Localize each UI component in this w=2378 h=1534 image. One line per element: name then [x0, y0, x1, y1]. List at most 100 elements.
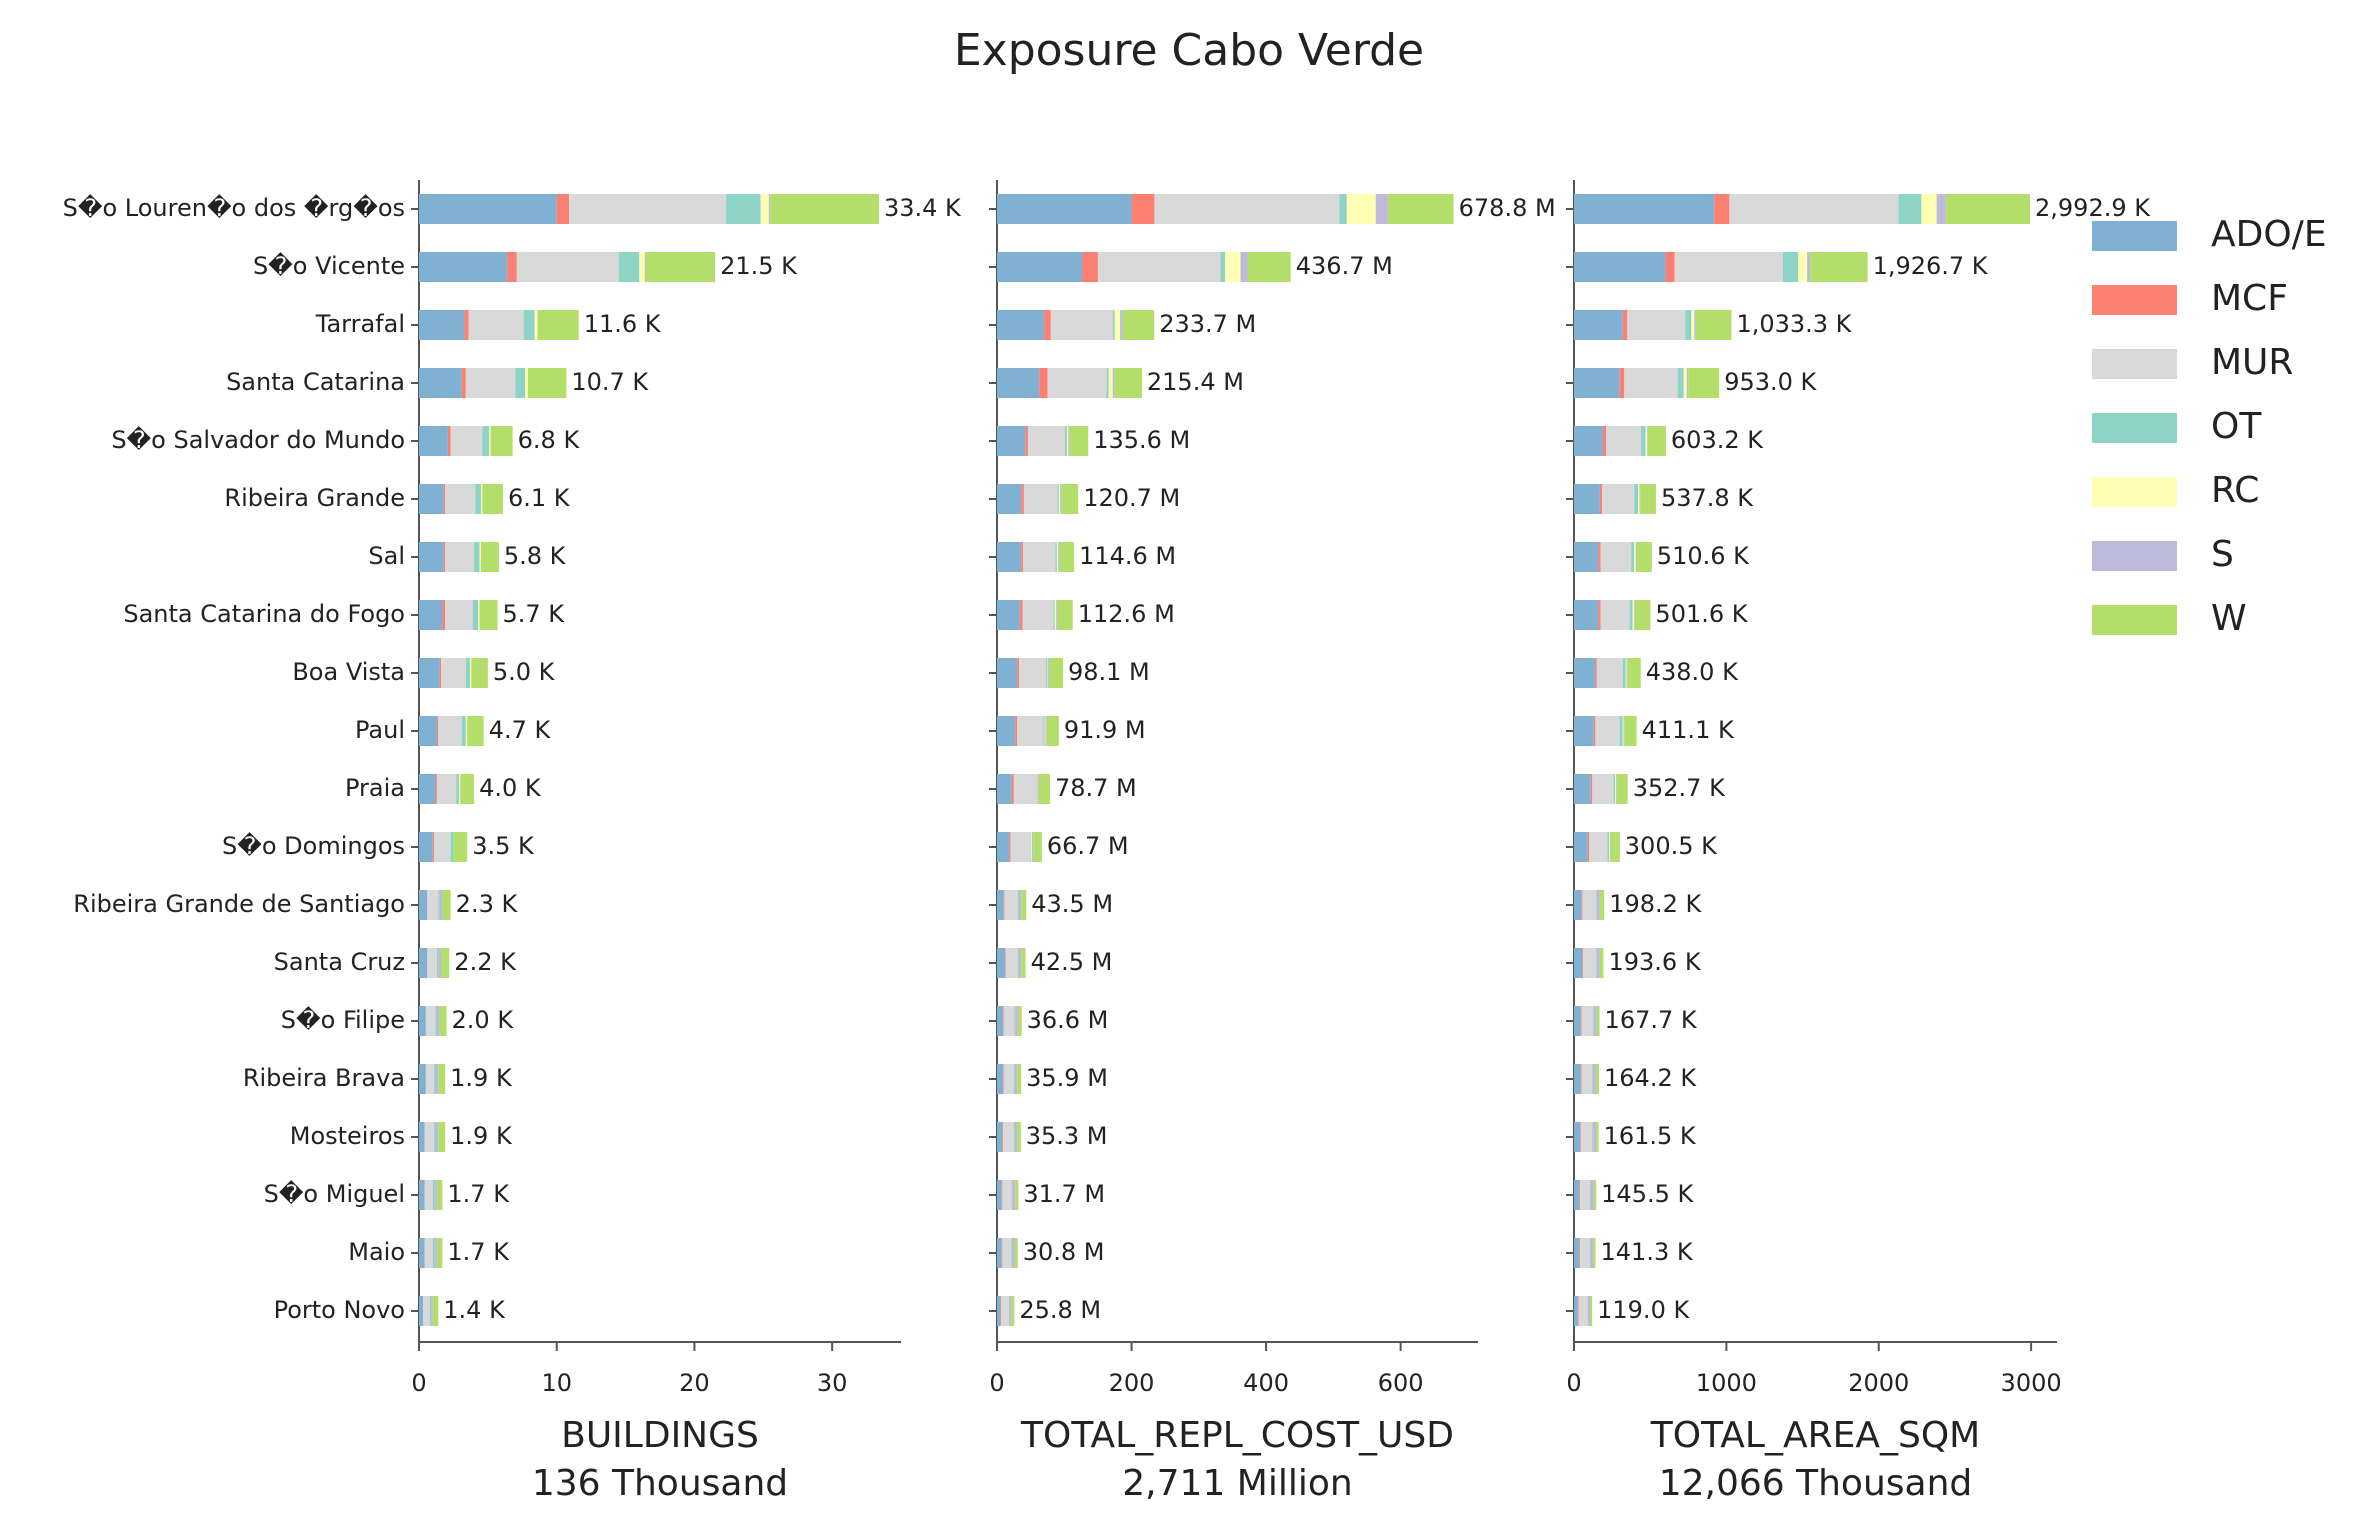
bar-segment: [1021, 890, 1027, 920]
bar-segment: [1635, 542, 1637, 572]
total-label: 66.7 M: [1047, 832, 1129, 860]
total-label: 114.6 M: [1079, 542, 1176, 570]
total-label: 6.8 K: [518, 426, 581, 454]
bar-segment: [1797, 252, 1808, 282]
x-tick-label: 2000: [1848, 1369, 1909, 1397]
bar-segment: [1021, 542, 1024, 572]
bar-segment: [997, 310, 1045, 340]
bar-segment: [419, 1296, 424, 1326]
bar-segment: [1017, 658, 1020, 688]
bar-segment: [1002, 1122, 1004, 1152]
bar-segment: [1058, 542, 1060, 572]
bar-segment: [1220, 252, 1226, 282]
bar-segment: [1639, 484, 1641, 514]
bar-segment: [445, 484, 476, 514]
total-label: 43.5 M: [1031, 890, 1113, 918]
bar-segment: [419, 1064, 426, 1094]
bar-segment: [1574, 484, 1600, 514]
total-label: 91.9 M: [1064, 716, 1146, 744]
bar-segment: [997, 1238, 1002, 1268]
legend-label: W: [2211, 598, 2247, 639]
bar-segment: [482, 484, 504, 514]
bar-segment: [1000, 1296, 1002, 1326]
bar-segment: [1346, 194, 1376, 224]
bar-segment: [1695, 310, 1732, 340]
x-axis-sublabel: 12,066 Thousand: [1659, 1463, 1973, 1504]
bar-segment: [1033, 832, 1042, 862]
bar-segment: [1593, 1122, 1597, 1152]
bar-segment: [489, 426, 491, 456]
bar-segment: [1011, 1180, 1013, 1210]
bar-segment: [467, 716, 484, 746]
bar-segment: [419, 1122, 425, 1152]
chart-title: Exposure Cabo Verde: [954, 25, 1424, 76]
bar-segment: [1810, 252, 1868, 282]
bar-segment: [447, 426, 451, 456]
total-label: 119.0 K: [1597, 1296, 1690, 1324]
bar-segment: [438, 1122, 446, 1152]
bar-segment: [1936, 194, 1946, 224]
category-label: Porto Novo: [274, 1296, 405, 1324]
bar-segment: [432, 1180, 435, 1210]
bar-segment: [1036, 774, 1038, 804]
bar-segment: [1014, 1064, 1018, 1094]
category-label: Ribeira Brava: [243, 1064, 405, 1092]
bar-segment: [1602, 426, 1606, 456]
bar-segment: [1640, 484, 1656, 514]
legend-swatch: [2092, 477, 2177, 507]
total-label: 678.8 M: [1459, 194, 1556, 222]
total-label: 4.0 K: [479, 774, 542, 802]
bar-segment: [1624, 716, 1637, 746]
bar-segment: [1598, 600, 1601, 630]
bar-segment: [1607, 832, 1610, 862]
total-label: 3.5 K: [472, 832, 535, 860]
bar-segment: [1632, 600, 1635, 630]
bar-segment: [1011, 1296, 1015, 1326]
bar-segment: [419, 194, 557, 224]
bar-segment: [1691, 310, 1695, 340]
bar-segment: [431, 1296, 433, 1326]
bar-segment: [1049, 658, 1063, 688]
total-label: 35.9 M: [1026, 1064, 1108, 1092]
bar-segment: [436, 1180, 443, 1210]
bar-segment: [1590, 1180, 1594, 1210]
bar-segment: [1574, 1296, 1578, 1326]
bar-segment: [537, 310, 579, 340]
x-tick-label: 600: [1378, 1369, 1424, 1397]
bar-segment: [1068, 426, 1070, 456]
total-label: 1.4 K: [443, 1296, 506, 1324]
bar-segment: [1629, 600, 1633, 630]
x-tick-label: 0: [411, 1369, 426, 1397]
total-label: 1.7 K: [447, 1238, 510, 1266]
category-label: S�o Louren�o dos �rg�os: [63, 194, 405, 222]
bar-segment: [1634, 484, 1638, 514]
bar-segment: [1574, 310, 1623, 340]
category-label: S�o Domingos: [222, 832, 405, 860]
bar-segment: [445, 542, 475, 572]
x-axis-label: TOTAL_REPL_COST_USD: [1020, 1415, 1454, 1456]
bar-segment: [1593, 716, 1596, 746]
bar-segment: [434, 1238, 437, 1268]
bar-segment: [1017, 1122, 1021, 1152]
bar-segment: [465, 658, 470, 688]
bar-segment: [1580, 1064, 1582, 1094]
category-label: S�o Salvador do Mundo: [111, 426, 405, 454]
x-tick-label: 0: [1566, 1369, 1581, 1397]
bar-segment: [645, 252, 716, 282]
bar-segment: [1061, 484, 1079, 514]
bar-segment: [1027, 426, 1065, 456]
x-axis-label: TOTAL_AREA_SQM: [1650, 1415, 1980, 1456]
bar-segment: [997, 484, 1022, 514]
bar-segment: [1069, 426, 1089, 456]
bar-segment: [419, 310, 465, 340]
bar-segment: [458, 774, 461, 804]
bar-segment: [1010, 832, 1031, 862]
bar-segment: [1018, 890, 1022, 920]
bar-segment: [425, 1006, 436, 1036]
bar-segment: [1598, 542, 1601, 572]
bar-segment: [1047, 658, 1049, 688]
bar-segment: [1580, 1122, 1593, 1152]
bar-segment: [1044, 716, 1046, 746]
bar-segment: [1030, 832, 1032, 862]
bar-segment: [434, 1122, 436, 1152]
